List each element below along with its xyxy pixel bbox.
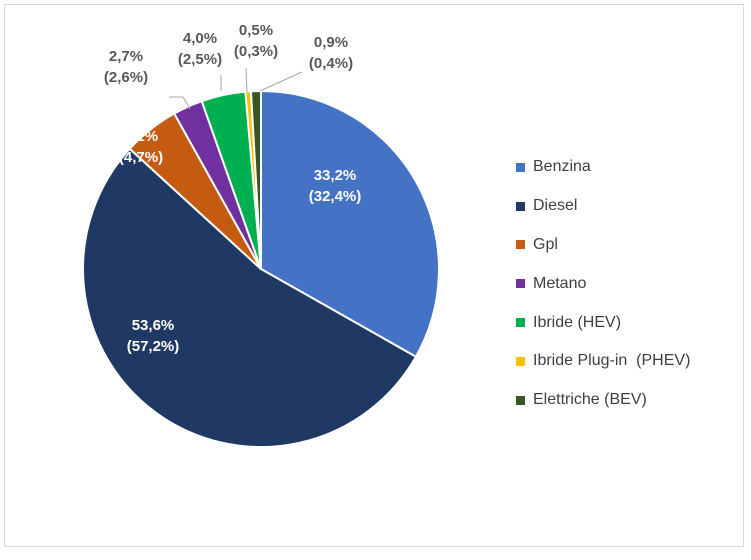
legend-swatch — [516, 162, 525, 172]
data-label-diesel: 53,6% — [132, 317, 175, 334]
legend-swatch — [516, 356, 525, 366]
data-sublabel-ibride-hev: (2,5%) — [178, 51, 222, 68]
legend-label: Ibride Plug-in (PHEV) — [533, 352, 691, 370]
legend-label: Diesel — [533, 197, 578, 215]
leader-line-elettriche-bev — [259, 71, 303, 92]
data-sublabel-elettriche-bev: (0,4%) — [309, 55, 353, 72]
legend-label: Metano — [533, 274, 587, 292]
legend-label: Benzina — [533, 158, 591, 176]
legend-label: Elettriche (BEV) — [533, 391, 647, 409]
leader-line-ibride-plug-in-phev — [245, 67, 248, 94]
legend-swatch — [516, 240, 525, 250]
legend-swatch — [516, 318, 525, 328]
legend-item-benzina: Benzina — [516, 148, 690, 187]
data-sublabel-benzina: (32,4%) — [309, 188, 362, 205]
data-label-ibride-hev: 4,0% — [183, 30, 217, 47]
chart-area: 33,2% (32,4%) 53,6% (57,2%) 5,1% (4,7%) 2,7% (2… — [4, 4, 744, 547]
legend-swatch — [516, 279, 525, 289]
legend-item-ibride-plug-in-phev: Ibride Plug-in (PHEV) — [516, 342, 690, 381]
pie-slice-diesel — [82, 147, 418, 448]
legend: Benzina Diesel Gpl Metano Ibride (HEV) Ibride… — [516, 148, 690, 420]
leader-line-metano — [169, 96, 191, 110]
legend-item-metano: Metano — [516, 264, 690, 303]
data-sublabel-metano: (2,6%) — [104, 69, 148, 86]
legend-swatch — [516, 395, 525, 405]
data-sublabel-diesel: (57,2%) — [127, 338, 180, 355]
data-label-elettriche-bev: 0,9% — [314, 34, 348, 51]
data-label-ibride-plug-in-phev: 0,5% — [239, 22, 273, 39]
data-label-benzina: 33,2% — [314, 167, 357, 184]
data-sublabel-gpl: (4,7%) — [119, 149, 163, 166]
pie-chart: 33,2% (32,4%) 53,6% (57,2%) 5,1% (4,7%) 2,7% (2… — [82, 22, 440, 448]
legend-item-diesel: Diesel — [516, 187, 690, 226]
legend-label: Gpl — [533, 235, 558, 253]
data-sublabel-ibride-plug-in-phev: (0,3%) — [234, 43, 278, 60]
pie-slice-benzina — [260, 89, 440, 359]
legend-label: Ibride (HEV) — [533, 313, 622, 331]
data-label-gpl: 5,1% — [124, 128, 158, 145]
legend-swatch — [516, 201, 525, 211]
legend-item-ibride-hev: Ibride (HEV) — [516, 303, 690, 342]
legend-item-elettriche-bev: Elettriche (BEV) — [516, 381, 690, 420]
data-label-metano: 2,7% — [109, 48, 143, 65]
legend-item-gpl: Gpl — [516, 226, 690, 265]
